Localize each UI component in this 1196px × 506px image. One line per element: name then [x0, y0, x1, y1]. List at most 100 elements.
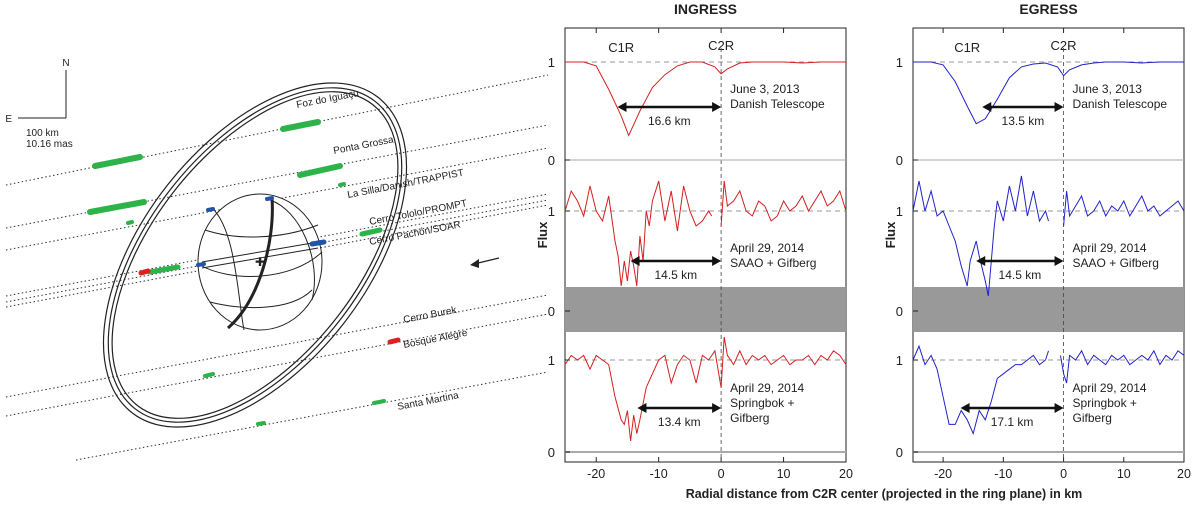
ring-separation-label: 13.4 km	[658, 415, 701, 429]
compass-east-label: E	[5, 114, 12, 125]
ring-c1r	[111, 91, 399, 419]
flux-series-segment-2	[1063, 190, 1185, 227]
chariklo-body: ✚	[197, 193, 323, 331]
flux-series-segment-2	[1060, 349, 1185, 384]
scale-km-label: 100 km	[26, 128, 59, 139]
station-label-lasilla: La Silla/Danish/TRAPPIST	[346, 168, 464, 201]
event-label-line-1: April 29, 2014	[730, 381, 804, 395]
detection-pachon-ingress	[147, 264, 181, 275]
y-tick-label-0: 0	[548, 153, 555, 168]
flux-series-segment-2	[720, 180, 847, 227]
detection-ponta-ingress	[87, 199, 147, 215]
arrowhead-right-icon	[1054, 102, 1064, 112]
x-tick-label: 20	[839, 467, 853, 481]
arrowhead-right-icon	[712, 256, 722, 266]
event-label-line-2: Springbok +	[730, 396, 794, 410]
flux-series-segment-1	[913, 61, 1184, 125]
y-tick-label-1: 1	[896, 55, 903, 70]
plot-frame	[564, 27, 847, 463]
station-label-ponta: Ponta Grossa	[332, 134, 395, 157]
x-tick-label: -20	[934, 467, 952, 481]
ring-label-c1r: C1R	[954, 40, 980, 55]
x-tick-label: 0	[1060, 467, 1067, 481]
ring-label-c2r: C2R	[708, 38, 734, 53]
y-axis-label: Flux	[883, 221, 898, 248]
station-label-santa: Santa Martina	[396, 390, 460, 413]
flux-series-segment-1	[564, 336, 847, 442]
body-occultation-band	[565, 287, 846, 332]
arrowhead-right-icon	[712, 403, 722, 413]
x-tick-label: 10	[777, 467, 791, 481]
event-label-line-1: June 3, 2013	[730, 82, 800, 96]
event-label-line-2: Danish Telescope	[730, 97, 825, 111]
body-detection-blue-top-left	[206, 207, 215, 212]
chord-foz	[5, 74, 549, 186]
arrowhead-right-icon	[1054, 256, 1064, 266]
arrowhead-left-icon	[637, 403, 647, 413]
ring-detections	[87, 119, 401, 426]
y-axis-label: Flux	[535, 221, 550, 248]
y-tick-label-1: 1	[896, 353, 903, 368]
compass-rose: N E 100 km 10.16 mas	[5, 58, 72, 150]
ring-c2r-outer	[102, 82, 408, 428]
rings	[102, 82, 408, 428]
flux-series-segment-1	[912, 344, 1049, 436]
ring-separation-label: 13.5 km	[1002, 114, 1045, 128]
event-label-line-3: Gifberg	[1073, 411, 1112, 425]
y-tick-label-1: 1	[548, 353, 555, 368]
event-label-line-2: Danish Telescope	[1073, 97, 1168, 111]
x-tick-label: 0	[718, 467, 725, 481]
y-tick-label-0: 0	[896, 153, 903, 168]
event-label-line-1: April 29, 2014	[1073, 381, 1147, 395]
y-tick-label-1: 1	[896, 204, 903, 219]
arrowhead-left-icon	[960, 403, 970, 413]
ring-separation-label: 16.6 km	[648, 114, 691, 128]
detection-santa-egress	[372, 399, 386, 405]
arrowhead-left-icon	[630, 256, 640, 266]
detection-ponta-egress	[297, 163, 343, 178]
event-label-line-2: SAAO + Gifberg	[1073, 256, 1159, 270]
arrowhead-left-icon	[982, 102, 992, 112]
ring-separation-label: 17.1 km	[991, 415, 1034, 429]
occultation-geometry-diagram: N E 100 km 10.16 mas	[5, 58, 549, 461]
event-label-line-1: April 29, 2014	[730, 241, 804, 255]
flux-series-segment-1	[912, 175, 1049, 297]
y-tick-label-1: 1	[548, 55, 555, 70]
body-detection-blue-top-right	[265, 196, 274, 201]
motion-arrow-icon	[470, 257, 500, 268]
y-tick-label-0: 0	[896, 304, 903, 319]
chord-bosque	[5, 313, 549, 417]
center-cross-icon: ✚	[255, 255, 265, 269]
chord-santa	[75, 371, 549, 461]
arrowhead-left-icon	[617, 102, 627, 112]
event-label-line-1: June 3, 2013	[1073, 82, 1143, 96]
flux-series-segment-1	[564, 180, 713, 287]
ring-separation-label: 14.5 km	[654, 268, 697, 282]
chart-title: EGRESS	[1019, 1, 1077, 17]
ring-c2r-inner	[107, 87, 403, 423]
ring-label-c1r: C1R	[608, 40, 634, 55]
detection-red-ingress	[138, 268, 151, 276]
scale-mas-label: 10.16 mas	[26, 139, 73, 150]
arrowhead-right-icon	[712, 102, 722, 112]
event-label-line-2: SAAO + Gifberg	[730, 256, 816, 270]
arrowhead-right-icon	[1054, 403, 1064, 413]
detection-lasilla-ingress	[126, 220, 134, 225]
x-tick-label: -10	[994, 467, 1012, 481]
detection-lasilla-egress	[338, 182, 346, 187]
y-tick-label-1: 1	[548, 204, 555, 219]
arrowhead-left-icon	[976, 256, 986, 266]
detection-santa-ingress	[256, 421, 266, 426]
detection-bosque-ingress	[203, 372, 215, 378]
x-tick-label: -20	[587, 467, 605, 481]
event-label-line-3: Gifberg	[730, 411, 769, 425]
flux-series-segment-1	[565, 61, 846, 137]
compass-north-label: N	[62, 58, 69, 69]
detection-foz-egress	[280, 119, 321, 132]
